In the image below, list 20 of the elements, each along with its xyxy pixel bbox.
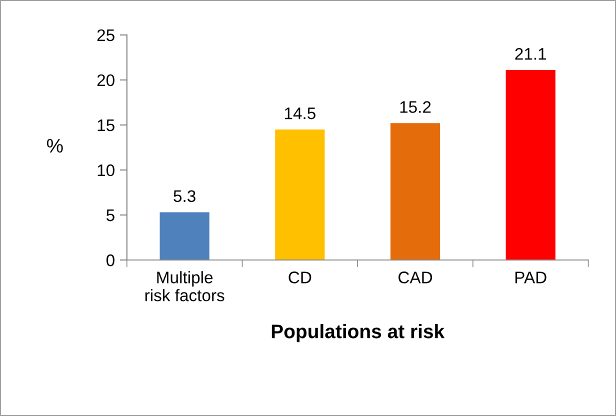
y-tick-label: 0 bbox=[106, 254, 114, 266]
x-tick-label: PAD bbox=[515, 272, 546, 284]
data-label: 15.2 bbox=[400, 101, 431, 113]
y-tick-label: 20 bbox=[97, 74, 114, 86]
bar bbox=[160, 212, 210, 260]
y-tick-label: 15 bbox=[98, 120, 114, 132]
data-label: 21.1 bbox=[515, 48, 546, 60]
data-label: 14.5 bbox=[284, 108, 316, 120]
y-axis-title: % bbox=[46, 139, 63, 153]
y-tick-label: 25 bbox=[97, 29, 114, 42]
bar bbox=[275, 129, 325, 260]
data-label: 5.3 bbox=[174, 190, 196, 202]
x-tick-label: CD bbox=[288, 272, 312, 284]
x-tick-label: Multiple risk factors bbox=[145, 271, 224, 302]
bar bbox=[506, 70, 556, 260]
x-tick-label: CAD bbox=[398, 272, 432, 284]
y-tick-label: 10 bbox=[98, 164, 114, 176]
bar bbox=[390, 123, 440, 260]
x-axis-title: Populations at risk bbox=[272, 324, 445, 342]
y-tick-label: 5 bbox=[106, 210, 114, 222]
